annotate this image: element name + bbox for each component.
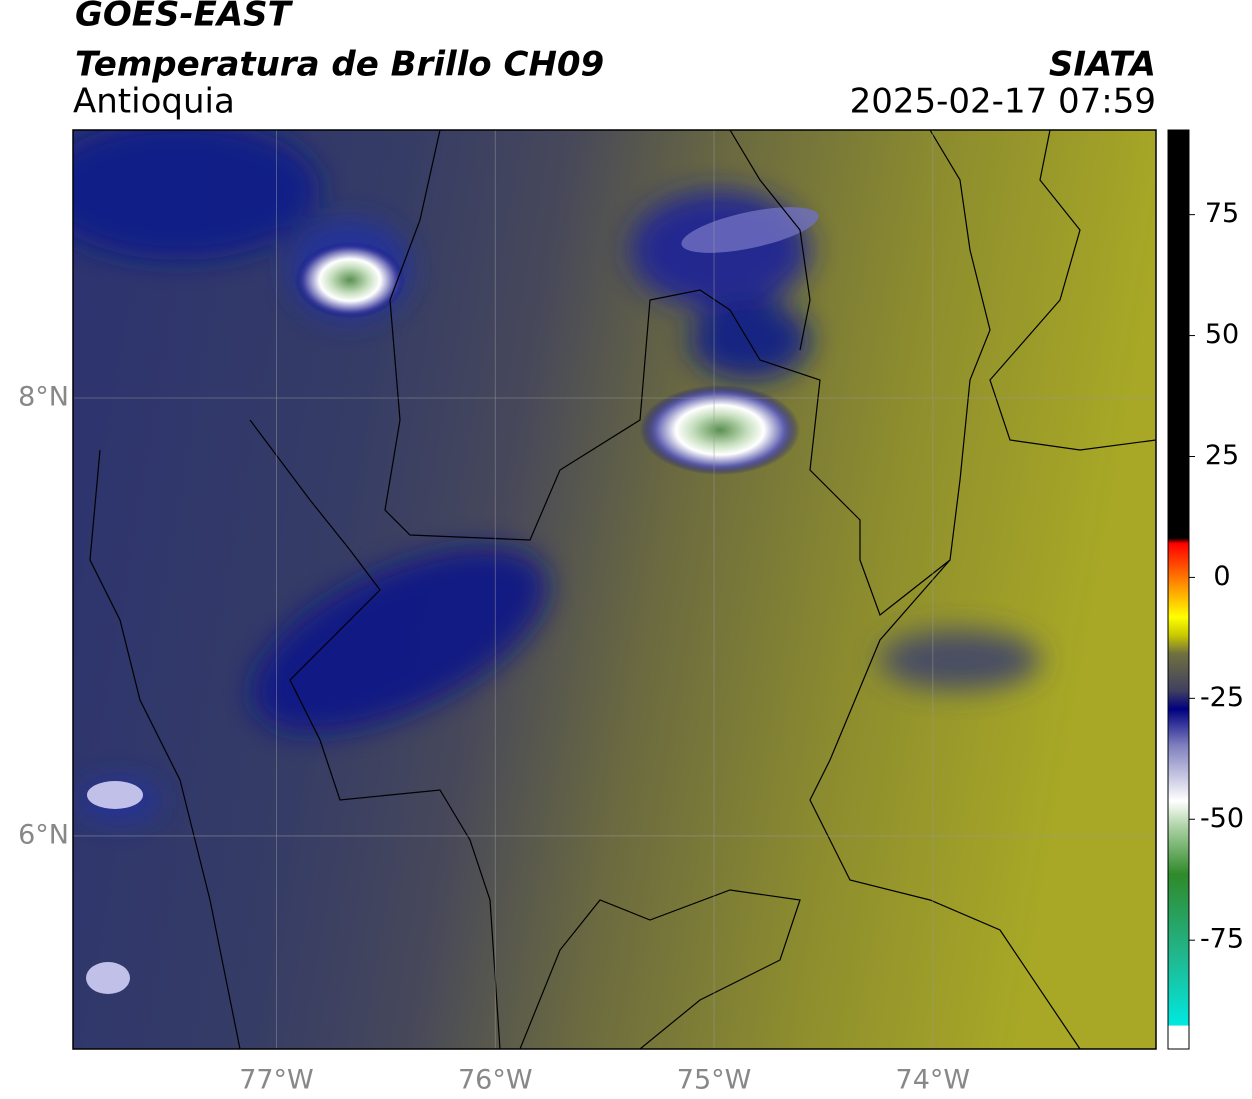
region: Antioquia <box>73 82 235 122</box>
source: SIATA <box>1049 45 1156 85</box>
colorbar-tick-label: 50 <box>1205 319 1239 350</box>
lon-label: 76°W <box>458 1065 533 1096</box>
title: GOES-EAST <box>75 0 294 35</box>
lon-label: 74°W <box>896 1065 971 1096</box>
colorbar-tick-label: -75 <box>1200 924 1244 955</box>
borders <box>89 130 1156 1049</box>
colorbar-tick-label: 0 <box>1213 561 1230 592</box>
colorbar-tick-label: 75 <box>1205 198 1239 229</box>
graticule <box>73 130 1156 1049</box>
lon-label: 77°W <box>239 1065 314 1096</box>
colorbar <box>1167 129 1190 1050</box>
map-frame <box>72 129 1157 1050</box>
lon-label: 75°W <box>677 1065 752 1096</box>
colorbar-tick-label: 25 <box>1205 440 1239 471</box>
satellite-image <box>73 130 1156 1049</box>
colorbar-tick-label: -50 <box>1200 803 1244 834</box>
subtitle: Temperatura de Brillo CH09 <box>75 45 604 85</box>
lat-label: 6°N <box>18 819 69 850</box>
datetime: 2025-02-17 07:59 <box>850 82 1156 122</box>
lat-label: 8°N <box>18 382 69 413</box>
colorbar-tick-label: -25 <box>1200 682 1244 713</box>
